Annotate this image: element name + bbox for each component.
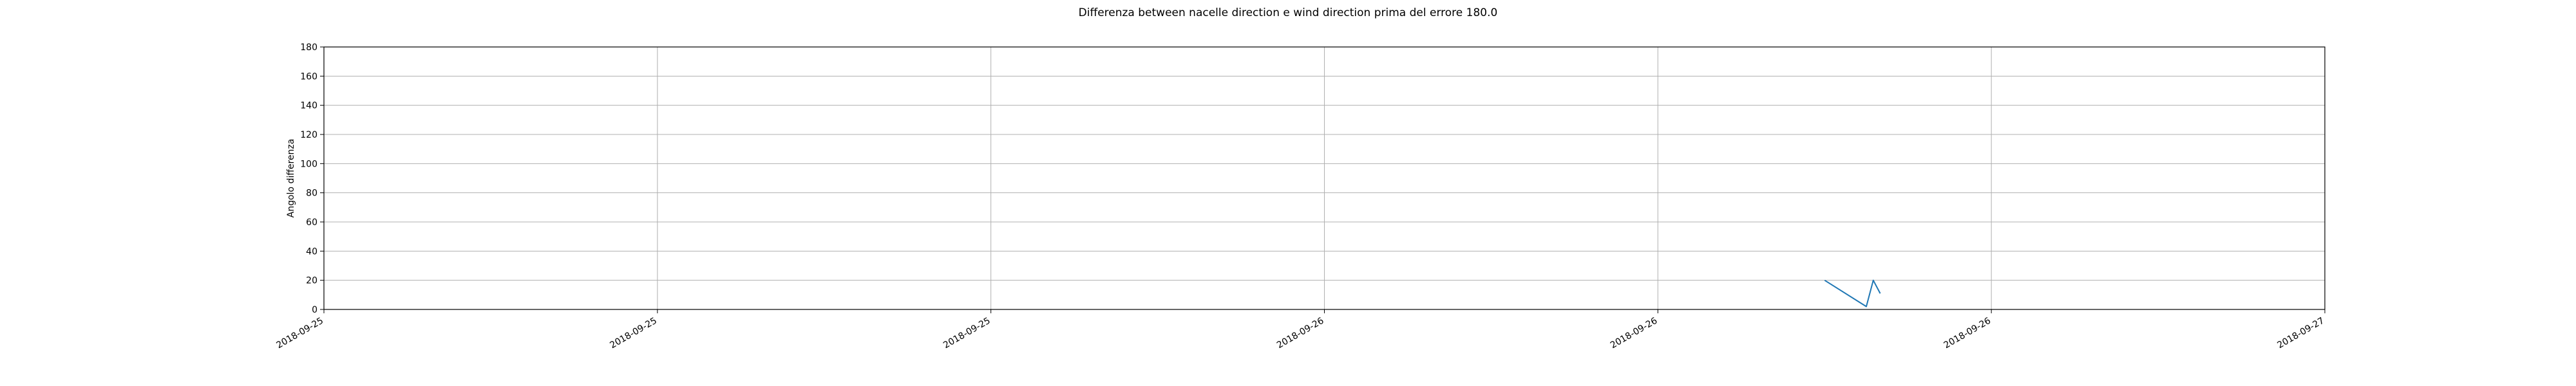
y-tick-label: 80	[306, 188, 317, 199]
y-tick-label: 0	[312, 305, 317, 315]
x-tick-label: 2018-09-26	[1275, 316, 1326, 351]
chart-title: Differenza between nacelle direction e w…	[1079, 6, 1498, 19]
x-tick-label: 2018-09-25	[942, 316, 992, 351]
y-tick-label: 20	[306, 276, 317, 286]
y-axis: 0 20 40 60 80 100 120 140 160 180	[300, 42, 324, 315]
x-tick-label: 2018-09-26	[1609, 316, 1660, 351]
y-tick-label: 40	[306, 246, 317, 257]
series-line	[1824, 279, 1881, 308]
series-layer	[1824, 279, 1881, 308]
y-tick-label: 60	[306, 217, 317, 228]
x-axis: 2018-09-25 2018-09-25 2018-09-25 2018-09-26…	[275, 309, 2326, 351]
y-tick-label: 140	[300, 101, 317, 111]
x-tick-label: 2018-09-26	[1942, 316, 1993, 351]
y-tick-label: 100	[300, 159, 317, 169]
x-tick-label: 2018-09-25	[608, 316, 658, 351]
y-tick-label: 180	[300, 42, 317, 53]
grid	[323, 46, 2325, 310]
y-tick-label: 120	[300, 130, 317, 140]
y-axis-label: Angolo differenza	[286, 139, 296, 218]
y-tick-label: 160	[300, 71, 317, 82]
x-tick-label: 2018-09-25	[275, 316, 325, 351]
x-tick-label: 2018-09-27	[2276, 316, 2326, 351]
